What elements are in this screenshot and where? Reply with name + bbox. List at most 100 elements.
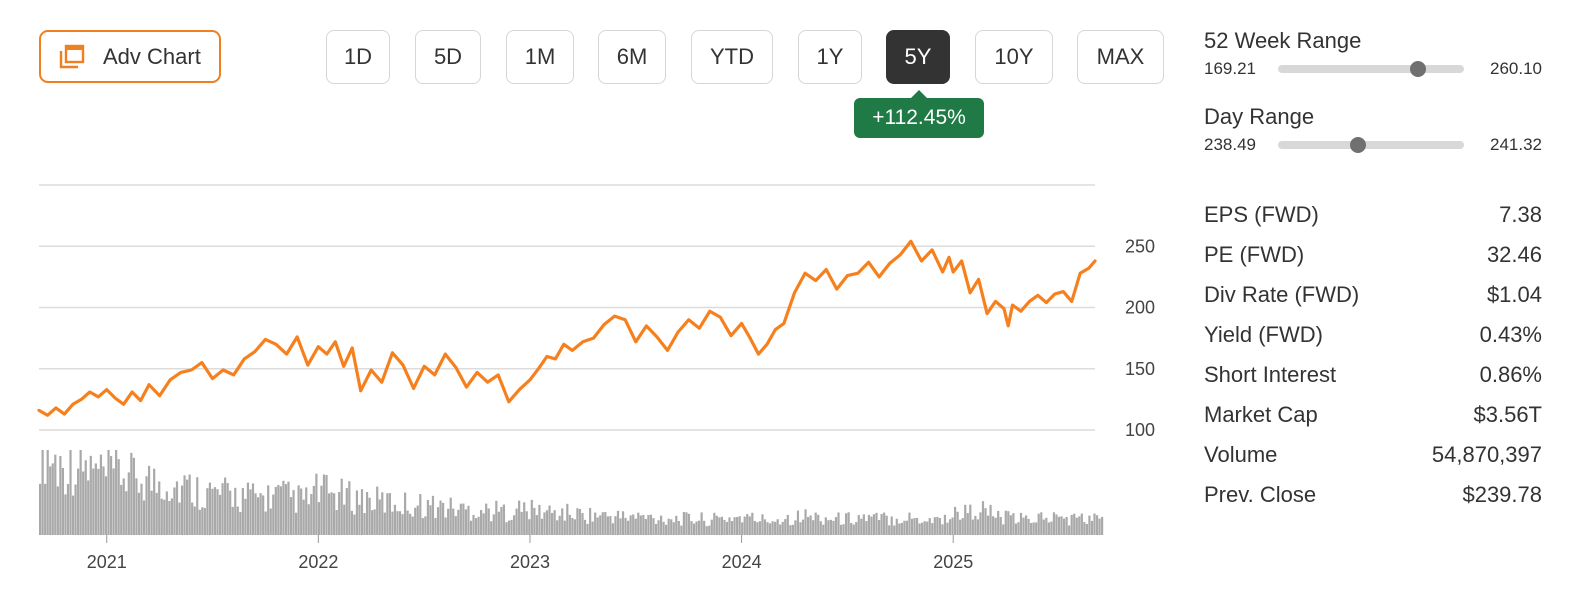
volume-bar	[140, 483, 143, 535]
range-button-ytd[interactable]: YTD	[691, 30, 773, 84]
volume-bar	[287, 481, 290, 535]
volume-bar	[396, 511, 399, 535]
volume-bar	[959, 519, 962, 535]
volume-bar	[834, 517, 838, 535]
volume-bar	[147, 465, 151, 535]
volume-bar	[512, 515, 516, 535]
volume-bar	[1101, 516, 1104, 535]
stats-list: EPS (FWD) 7.38 PE (FWD) 32.46 Div Rate (FWD)…	[1204, 195, 1542, 515]
volume-bar	[994, 517, 997, 535]
range-button-5d[interactable]: 5D	[415, 30, 481, 84]
volume-bar	[753, 520, 756, 535]
volume-bar	[310, 494, 313, 535]
volume-bar	[335, 509, 338, 535]
volume-bar	[135, 478, 138, 535]
volume-bar	[741, 522, 744, 535]
y-tick-label: 250	[1125, 236, 1155, 256]
volume-bar	[376, 486, 379, 535]
volume-bar	[59, 455, 62, 535]
volume-bar	[979, 512, 982, 535]
range-button-6m[interactable]: 6M	[598, 30, 666, 84]
volume-bar	[130, 452, 133, 535]
volume-bar	[239, 511, 242, 535]
volume-bar	[226, 483, 229, 535]
volume-bar	[224, 477, 227, 535]
range-button-5y[interactable]: 5Y	[886, 30, 950, 84]
volume-bar	[908, 512, 911, 535]
volume-bar	[170, 498, 173, 535]
volume-bar	[548, 505, 551, 535]
volume-bar	[421, 518, 424, 535]
stat-value: $1.04	[1486, 282, 1542, 307]
volume-bar	[1055, 514, 1058, 535]
adv-chart-button[interactable]: Adv Chart	[39, 30, 221, 83]
volume-bar	[74, 484, 77, 535]
volume-bar	[449, 497, 452, 535]
volume-bar	[1045, 517, 1048, 535]
volume-bar	[736, 517, 739, 535]
volume-bar	[497, 511, 500, 535]
stat-value: 0.43%	[1479, 322, 1542, 347]
volume-bar	[966, 513, 969, 535]
volume-bar	[142, 500, 146, 535]
volume-bar	[454, 516, 457, 535]
volume-bar	[890, 516, 893, 535]
volume-bar	[857, 515, 860, 535]
volume-bar	[789, 525, 792, 535]
volume-bar	[406, 510, 409, 535]
volume-bar	[1027, 518, 1030, 535]
volume-bar	[292, 490, 295, 535]
volume-bar	[371, 510, 374, 535]
volume-bar	[1019, 512, 1023, 535]
volume-bar	[54, 454, 57, 535]
volume-bar	[388, 493, 391, 535]
volume-bar	[132, 457, 135, 535]
volume-bar	[122, 478, 125, 535]
volume-bar	[1042, 519, 1045, 535]
volume-bar	[363, 513, 366, 535]
volume-bar	[627, 520, 630, 535]
range-button-1y[interactable]: 1Y	[798, 30, 862, 84]
volume-bar	[457, 509, 460, 535]
volume-bar	[459, 503, 462, 535]
volume-bar	[860, 518, 863, 535]
volume-bar	[763, 519, 767, 535]
week52-marker	[1409, 61, 1426, 77]
volume-bar	[259, 493, 262, 535]
volume-bar	[568, 514, 571, 535]
volume-bar	[1078, 516, 1081, 535]
volume-bar	[667, 518, 670, 535]
volume-bar	[246, 482, 250, 535]
volume-bar	[720, 516, 724, 535]
volume-bar	[338, 492, 341, 535]
volume-bar	[312, 485, 315, 535]
range-button-10y[interactable]: 10Y	[975, 30, 1053, 84]
volume-bar	[485, 503, 488, 535]
volume-bar	[941, 524, 944, 535]
range-panel: 52 Week Range 169.21 260.10 Day Range 23…	[1204, 28, 1542, 158]
volume-bar	[1093, 513, 1096, 535]
volume-bar	[614, 516, 617, 535]
range-button-1d[interactable]: 1D	[326, 30, 390, 84]
volume-bar	[77, 468, 80, 535]
volume-bar	[578, 508, 582, 535]
volume-bar	[809, 515, 812, 535]
volume-bar	[1095, 515, 1099, 535]
volume-bar	[393, 504, 397, 535]
volume-bar	[208, 482, 212, 535]
stat-value: $3.56T	[1473, 402, 1543, 427]
day-low: 238.49	[1204, 135, 1256, 154]
range-button-1m[interactable]: 1M	[506, 30, 574, 84]
volume-bar	[964, 504, 967, 535]
volume-bar	[969, 504, 972, 535]
volume-bar	[383, 512, 386, 535]
range-button-max[interactable]: MAX	[1077, 30, 1164, 84]
volume-bar	[218, 494, 222, 535]
volume-bar	[64, 494, 67, 535]
volume-bar	[624, 517, 627, 535]
volume-bar	[644, 518, 647, 535]
volume-bar	[360, 489, 364, 535]
volume-bar	[322, 474, 326, 535]
volume-bar	[528, 519, 531, 535]
volume-bar	[469, 520, 473, 535]
